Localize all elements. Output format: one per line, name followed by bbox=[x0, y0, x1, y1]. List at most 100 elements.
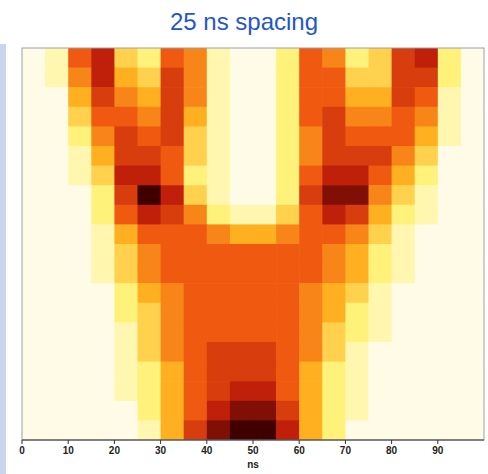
cell bbox=[114, 146, 138, 166]
cell bbox=[184, 420, 208, 440]
cell bbox=[276, 205, 300, 225]
cell bbox=[230, 362, 254, 382]
cell bbox=[438, 420, 462, 440]
cell bbox=[461, 342, 484, 362]
cell bbox=[22, 224, 46, 244]
cell bbox=[68, 224, 92, 244]
cell bbox=[392, 126, 416, 146]
cell bbox=[45, 420, 69, 440]
cell bbox=[207, 185, 231, 205]
cell bbox=[22, 68, 46, 88]
cell bbox=[184, 166, 208, 186]
cell bbox=[45, 48, 69, 68]
cell bbox=[22, 264, 46, 284]
cell bbox=[161, 166, 185, 186]
cell bbox=[68, 362, 92, 382]
cell bbox=[230, 48, 254, 68]
cell bbox=[45, 283, 69, 303]
cell bbox=[369, 303, 393, 323]
cell bbox=[138, 68, 162, 88]
cell bbox=[114, 107, 138, 127]
cell bbox=[68, 185, 92, 205]
cell bbox=[161, 342, 185, 362]
cell bbox=[392, 185, 416, 205]
cell bbox=[184, 303, 208, 323]
cell bbox=[138, 381, 162, 401]
cell bbox=[438, 126, 462, 146]
cell bbox=[184, 205, 208, 225]
cell bbox=[184, 107, 208, 127]
cell bbox=[253, 401, 277, 421]
cell bbox=[369, 283, 393, 303]
cell bbox=[230, 342, 254, 362]
cell bbox=[161, 381, 185, 401]
cell bbox=[68, 420, 92, 440]
cell bbox=[276, 68, 300, 88]
cell bbox=[68, 244, 92, 264]
cell bbox=[415, 244, 439, 264]
cell bbox=[207, 362, 231, 382]
cell bbox=[45, 224, 69, 244]
cell bbox=[68, 381, 92, 401]
cell bbox=[415, 126, 439, 146]
cell bbox=[392, 420, 416, 440]
cell bbox=[369, 166, 393, 186]
cell bbox=[68, 283, 92, 303]
cell bbox=[114, 381, 138, 401]
cell bbox=[184, 185, 208, 205]
cell bbox=[253, 420, 277, 440]
cell bbox=[22, 48, 46, 68]
cell bbox=[114, 322, 138, 342]
cell bbox=[438, 283, 462, 303]
cells bbox=[22, 48, 484, 440]
cell bbox=[415, 87, 439, 107]
cell bbox=[138, 146, 162, 166]
cell bbox=[322, 107, 346, 127]
cell bbox=[138, 264, 162, 284]
cell bbox=[276, 87, 300, 107]
cell bbox=[322, 68, 346, 88]
cell bbox=[184, 322, 208, 342]
cell bbox=[45, 87, 69, 107]
cell bbox=[91, 107, 115, 127]
cell bbox=[161, 224, 185, 244]
cell bbox=[392, 303, 416, 323]
cell bbox=[345, 401, 369, 421]
x-tick-label: 50 bbox=[247, 445, 259, 456]
cell bbox=[253, 107, 277, 127]
cell bbox=[299, 283, 323, 303]
cell bbox=[22, 146, 46, 166]
cell bbox=[415, 68, 439, 88]
cell bbox=[91, 303, 115, 323]
cell bbox=[461, 264, 484, 284]
cell bbox=[299, 362, 323, 382]
x-tick bbox=[299, 440, 300, 444]
cell bbox=[345, 264, 369, 284]
cell bbox=[45, 185, 69, 205]
cell bbox=[345, 68, 369, 88]
cell bbox=[369, 68, 393, 88]
cell bbox=[114, 244, 138, 264]
cell bbox=[415, 107, 439, 127]
cell bbox=[438, 87, 462, 107]
cell bbox=[299, 87, 323, 107]
cell bbox=[415, 264, 439, 284]
cell bbox=[68, 401, 92, 421]
cell bbox=[415, 322, 439, 342]
cell bbox=[438, 48, 462, 68]
x-tick bbox=[22, 440, 23, 444]
cell bbox=[415, 283, 439, 303]
cell bbox=[207, 68, 231, 88]
cell bbox=[114, 68, 138, 88]
cell bbox=[91, 146, 115, 166]
cell bbox=[438, 224, 462, 244]
cell bbox=[322, 342, 346, 362]
cell bbox=[369, 264, 393, 284]
cell bbox=[276, 303, 300, 323]
cell bbox=[230, 244, 254, 264]
cell bbox=[68, 342, 92, 362]
cell bbox=[438, 264, 462, 284]
cell bbox=[230, 185, 254, 205]
cell bbox=[392, 401, 416, 421]
x-tick bbox=[253, 440, 254, 444]
